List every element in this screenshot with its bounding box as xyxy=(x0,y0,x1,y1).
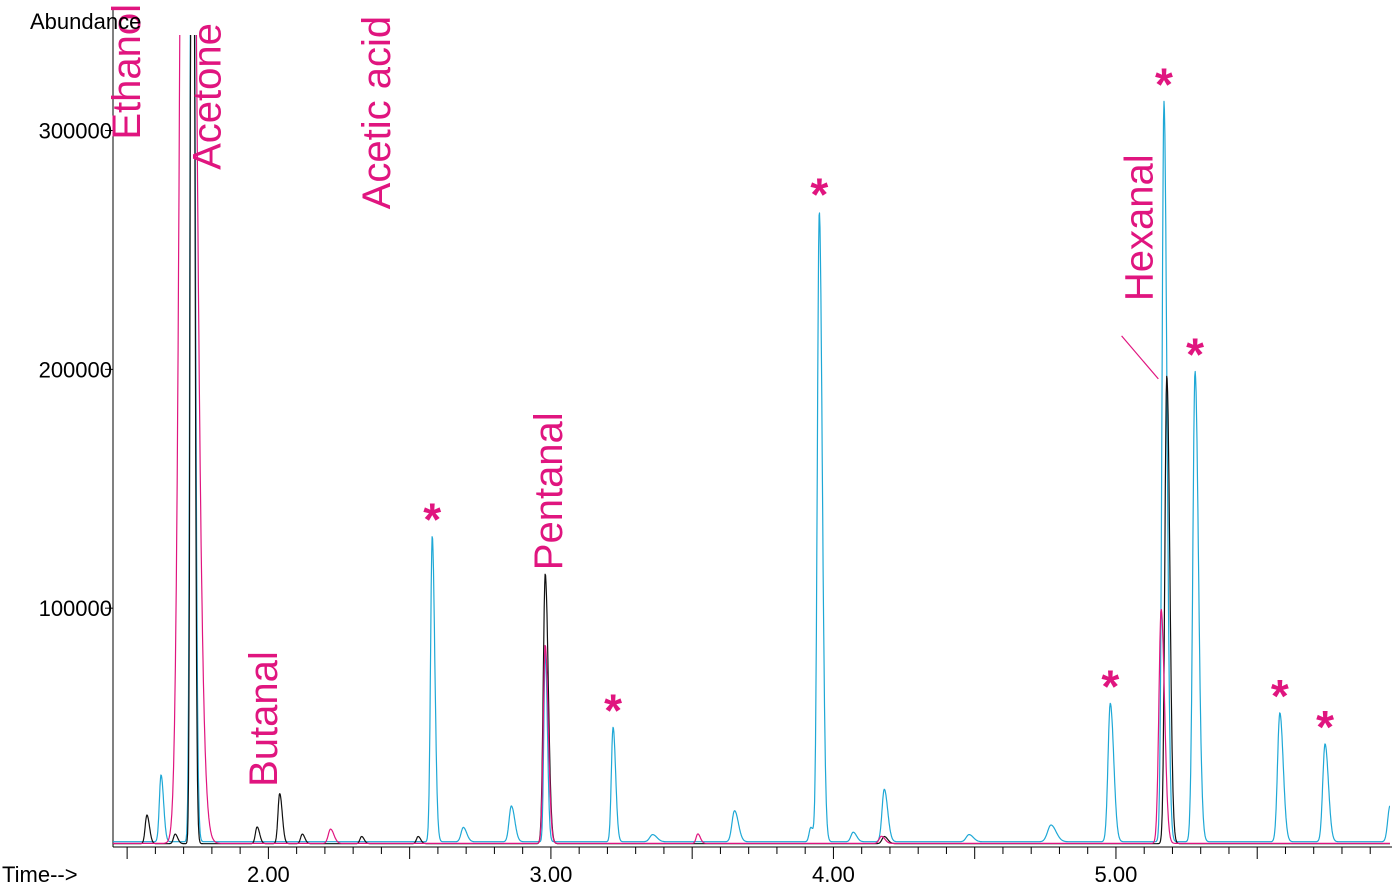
annotation-pentanal: Pentanal xyxy=(527,412,571,570)
hexanal-callout-line xyxy=(1121,335,1159,380)
x-axis-label: Time--> xyxy=(2,862,78,887)
traces xyxy=(113,35,1390,845)
x-tick-label: 4.00 xyxy=(812,862,855,887)
y-axis-label: Abundance xyxy=(30,9,141,34)
peak-star-marker: * xyxy=(1186,329,1204,381)
annotation-hexanal: Hexanal xyxy=(1118,154,1162,301)
y-tick-label: 300000 xyxy=(39,119,112,144)
peak-star-marker: * xyxy=(1316,701,1334,753)
annotation-acetone: Acetone xyxy=(185,23,229,170)
annotation-butanal: Butanal xyxy=(242,651,286,787)
peak-star-marker: * xyxy=(1271,670,1289,722)
annotations: Ethanol Acetone Acetic acid Butanal Pentanal… xyxy=(105,4,1334,787)
x-tick-label: 2.00 xyxy=(247,862,290,887)
trace-cyan xyxy=(113,35,1390,843)
y-tick-label: 100000 xyxy=(39,596,112,621)
peak-star-marker: * xyxy=(423,493,441,545)
y-tick-label: 200000 xyxy=(39,357,112,382)
trace-black xyxy=(113,35,1390,845)
annotation-ethanol: Ethanol xyxy=(105,4,149,140)
peak-star-marker: * xyxy=(1155,59,1173,111)
trace-magenta xyxy=(113,35,1390,844)
axes: 2.00 3.00 4.00 5.00 100000 200000 300000 xyxy=(39,10,1392,887)
x-tick-label: 3.00 xyxy=(529,862,572,887)
x-tick-label: 5.00 xyxy=(1095,862,1138,887)
peak-star-marker: * xyxy=(810,169,828,221)
annotation-acetic-acid: Acetic acid xyxy=(355,16,399,209)
peak-star-marker: * xyxy=(604,684,622,736)
peak-star-marker: * xyxy=(1101,660,1119,712)
